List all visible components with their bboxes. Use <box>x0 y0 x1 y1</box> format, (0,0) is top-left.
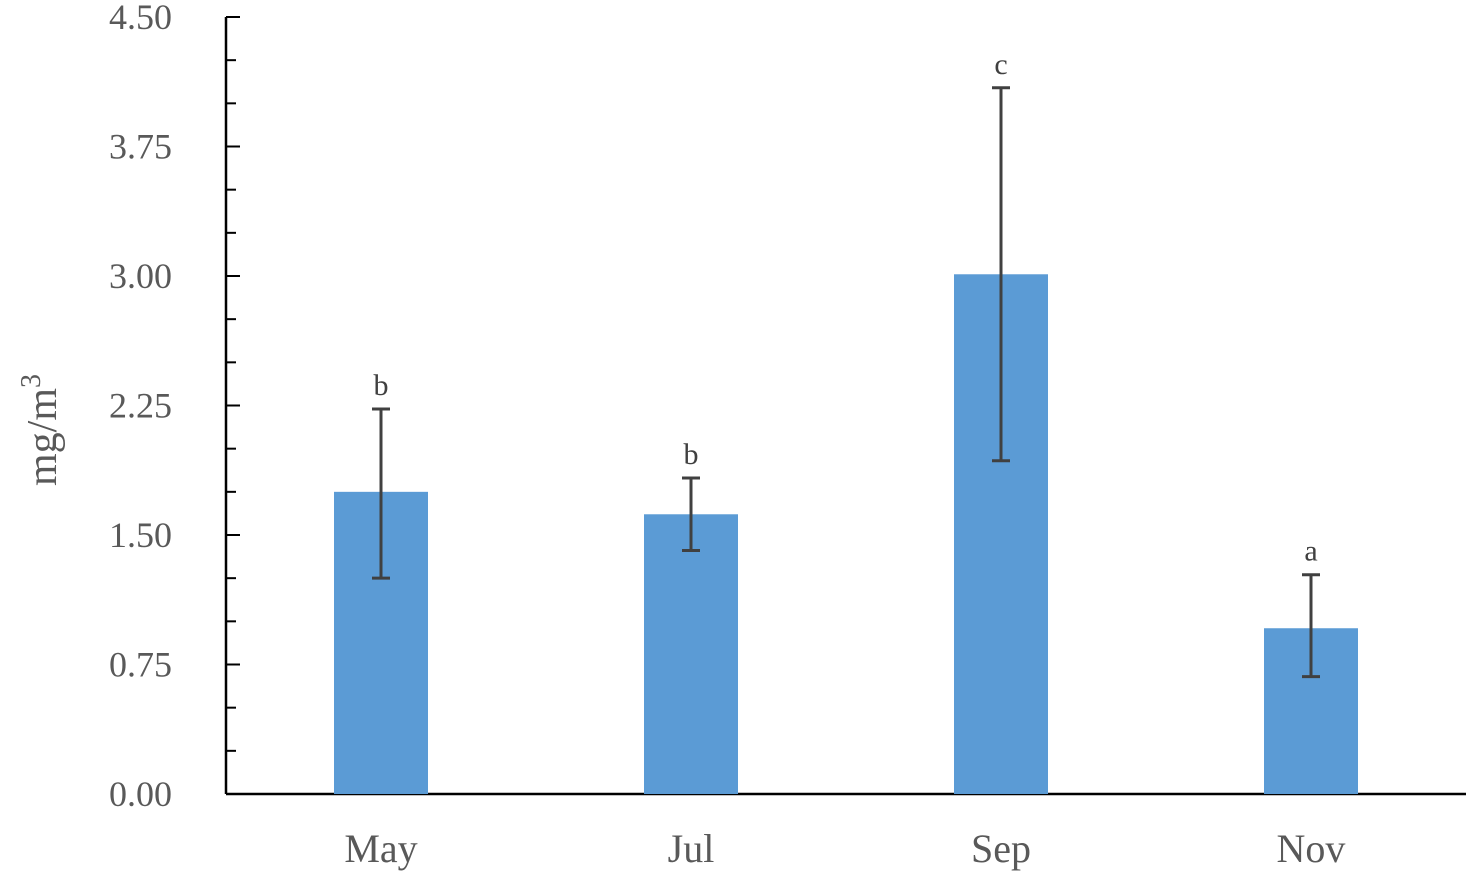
x-tick-label: Nov <box>1277 826 1346 871</box>
axes: 0.00 0.75 1.50 2.25 3.00 3.75 4.50 <box>109 0 1466 814</box>
significance-label: b <box>374 369 389 402</box>
y-axis-label: mg/m3 <box>16 374 66 486</box>
y-tick-label: 3.75 <box>109 127 172 167</box>
significance-label: c <box>994 48 1007 81</box>
significance-label: a <box>1304 535 1317 568</box>
bars <box>334 274 1358 795</box>
y-tick-label: 0.75 <box>109 645 172 685</box>
x-tick-label: Jul <box>668 826 715 871</box>
y-axis-label-text: mg/m <box>20 388 66 486</box>
y-tick-label: 2.25 <box>109 386 172 426</box>
x-tick-label: May <box>344 826 417 871</box>
y-tick-label: 3.00 <box>109 256 172 296</box>
y-tick-label: 4.50 <box>109 0 172 37</box>
y-tick-label: 0.00 <box>109 774 172 814</box>
significance-label: b <box>684 438 699 471</box>
y-axis-label-superscript: 3 <box>16 374 47 388</box>
labels: b May b Jul c Sep a Nov <box>344 48 1345 871</box>
error-bars <box>372 86 1320 679</box>
bar-jul <box>644 514 738 794</box>
x-tick-label: Sep <box>971 826 1031 871</box>
svg-text:mg/m3: mg/m3 <box>16 374 66 486</box>
y-tick-label: 1.50 <box>109 515 172 555</box>
